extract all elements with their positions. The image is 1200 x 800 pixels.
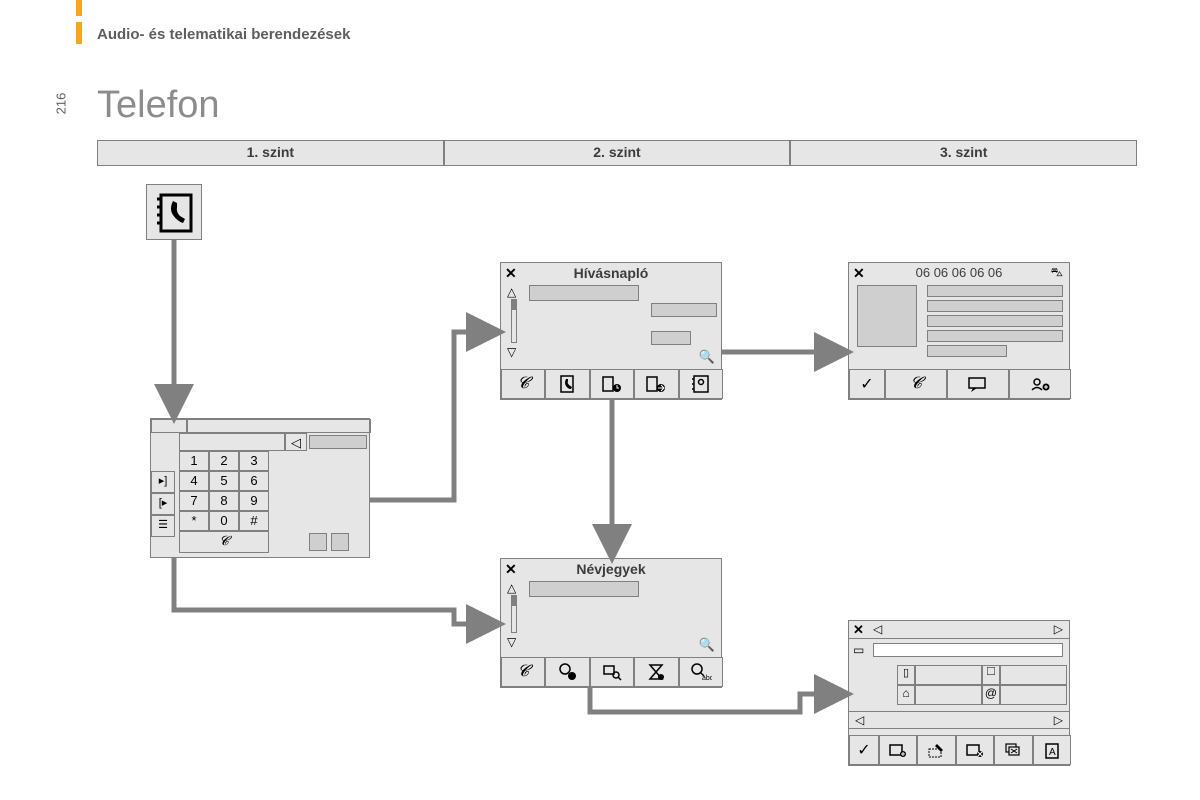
list-item (651, 303, 717, 317)
search-icon[interactable]: 🔍 (699, 349, 715, 365)
btn-edit[interactable] (917, 735, 955, 765)
btn-search[interactable] (590, 657, 634, 687)
key-0[interactable]: 0 (209, 511, 239, 531)
scroll-down-icon[interactable]: ▽ (507, 635, 516, 649)
btn-add[interactable] (1009, 369, 1071, 399)
svg-text:abc: abc (702, 675, 712, 682)
btn-hourglass[interactable] (634, 657, 678, 687)
key-1[interactable]: 1 (179, 451, 209, 471)
contacts-title: Névjegyek (501, 561, 721, 577)
key-7[interactable]: 7 (179, 491, 209, 511)
btn-missed[interactable] (590, 369, 634, 399)
scroll-up-icon[interactable]: △ (507, 285, 516, 299)
key-4[interactable]: 4 (179, 471, 209, 491)
level-2: 2. szint (444, 140, 791, 166)
scroll-down-icon[interactable]: ▽ (507, 345, 516, 359)
car-icon: ⛍ (1051, 265, 1063, 281)
btn-del1[interactable] (956, 735, 994, 765)
btn-ok[interactable]: ✓ (849, 735, 879, 765)
key-2[interactable]: 2 (209, 451, 239, 471)
svg-text:A: A (1049, 747, 1056, 758)
key-8[interactable]: 8 (209, 491, 239, 511)
key-star[interactable]: * (179, 511, 209, 531)
home-icon: ⌂ (897, 685, 915, 705)
edit-panel: ✕ ◁ ▷ ▭ ▯ 🞎 ⌂ @ ◁ ▷ ✓ (848, 620, 1070, 766)
nav-left-icon[interactable]: ◁ (873, 622, 882, 636)
btn-keyboard[interactable]: A (1033, 735, 1071, 765)
btn-phone[interactable]: 𝓒 (501, 657, 545, 687)
accent-side (76, 22, 82, 44)
card-icon: ▭ (853, 643, 864, 657)
nav-right-icon[interactable]: ▷ (1054, 622, 1063, 636)
briefcase-icon: 🞎 (982, 665, 1000, 685)
close-icon[interactable]: ✕ (853, 622, 864, 638)
side-icon-2[interactable]: [▸ (151, 493, 175, 515)
key-5[interactable]: 5 (209, 471, 239, 491)
detail-title: 06 06 06 06 06 (849, 265, 1069, 280)
key-9[interactable]: 9 (239, 491, 269, 511)
at-icon: @ (982, 685, 1000, 705)
list-item (651, 331, 691, 345)
btn-add[interactable] (879, 735, 917, 765)
btn-world[interactable] (545, 657, 589, 687)
btn-abc[interactable]: abc (679, 657, 723, 687)
key-3[interactable]: 3 (239, 451, 269, 471)
side-icon-3[interactable]: ☰ (151, 515, 175, 537)
phonebook-icon (147, 185, 203, 241)
photo-placeholder (857, 285, 917, 347)
key-6[interactable]: 6 (239, 471, 269, 491)
btn-phone[interactable]: 𝓒 (501, 369, 545, 399)
level-1: 1. szint (97, 140, 444, 166)
phone-entry-icon[interactable] (146, 184, 202, 240)
key-hash[interactable]: # (239, 511, 269, 531)
accent-top (76, 0, 82, 16)
side-icon-1[interactable]: ▸] (151, 471, 175, 493)
list-item (529, 285, 639, 301)
btn-received[interactable] (634, 369, 678, 399)
detail-panel: ✕ 06 06 06 06 06 ⛍ ✓ 𝓒 (848, 262, 1070, 400)
scroll-up-icon[interactable]: △ (507, 581, 516, 595)
btn-ok[interactable]: ✓ (849, 369, 885, 399)
page-title: Telefon (97, 84, 220, 127)
level-header: 1. szint 2. szint 3. szint (97, 140, 1137, 166)
btn-phone[interactable]: 𝓒 (885, 369, 947, 399)
list-item (529, 581, 639, 597)
page-number: 216 (53, 93, 68, 115)
nav-left-icon[interactable]: ◁ (855, 713, 864, 727)
key-dial[interactable]: 𝓒 (179, 531, 269, 553)
btn-del-all[interactable] (994, 735, 1032, 765)
btn-phonebook[interactable] (545, 369, 589, 399)
btn-sms[interactable] (947, 369, 1009, 399)
call-log-title: Hívásnapló (501, 265, 721, 281)
search-icon[interactable]: 🔍 (699, 637, 715, 653)
call-log-panel: ✕ Hívásnapló △ ▽ 🔍 𝓒 (500, 262, 722, 400)
nav-right-icon[interactable]: ▷ (1054, 713, 1063, 727)
section-header: Audio- és telematikai berendezések (97, 26, 350, 43)
level-3: 3. szint (790, 140, 1137, 166)
contacts-panel: ✕ Névjegyek △ ▽ 🔍 𝓒 abc (500, 558, 722, 688)
keypad-back[interactable]: ◁ (285, 433, 307, 451)
keypad-panel: ◁ ▸] [▸ ☰ 1 2 3 4 5 6 7 8 9 * 0 # 𝓒 (150, 418, 370, 558)
btn-contacts[interactable] (679, 369, 723, 399)
mobile-icon: ▯ (897, 665, 915, 685)
